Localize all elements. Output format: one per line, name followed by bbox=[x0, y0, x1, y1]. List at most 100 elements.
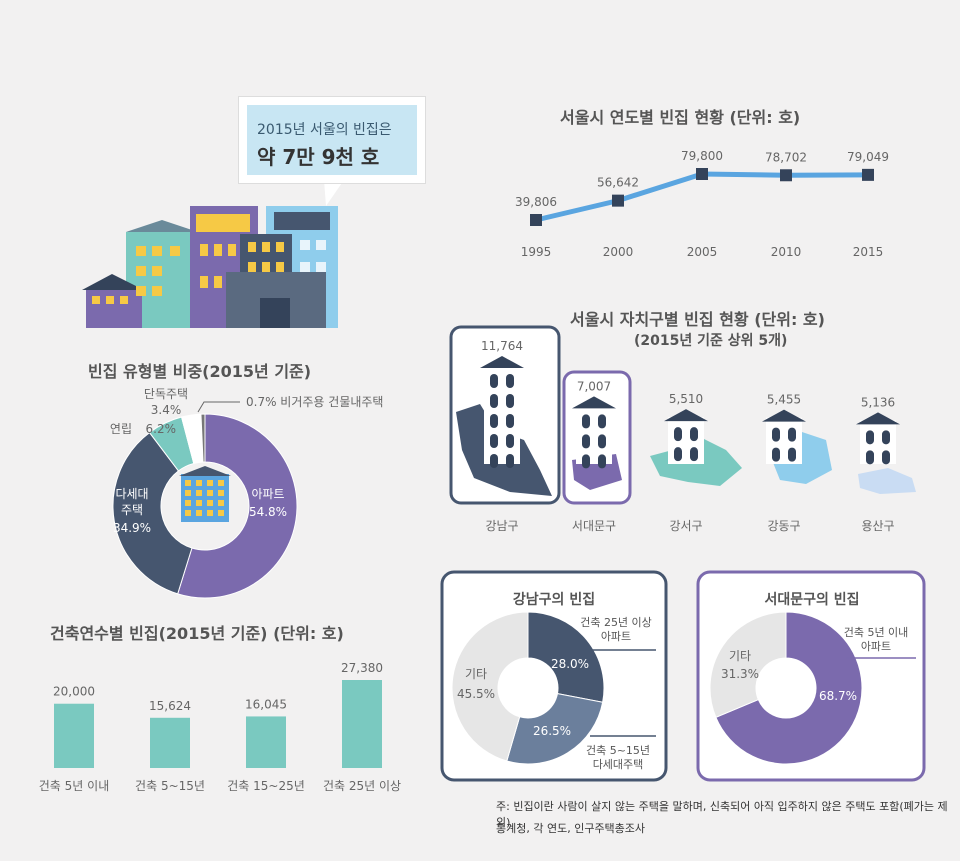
line-x-tick: 2005 bbox=[687, 245, 718, 259]
buildings-illustration bbox=[82, 206, 338, 328]
district-category: 강동구 bbox=[767, 519, 800, 533]
roof-icon bbox=[179, 466, 231, 476]
window-icon bbox=[207, 510, 213, 516]
line-point bbox=[696, 168, 708, 180]
line-value-label: 79,800 bbox=[681, 149, 723, 163]
pie1-label-dasedae2: 주택 bbox=[121, 503, 143, 517]
district-window bbox=[866, 430, 874, 445]
district-category: 서대문구 bbox=[572, 519, 616, 533]
district-window bbox=[882, 430, 890, 445]
district-window bbox=[690, 427, 698, 442]
footnote-note: 주: 빈집이란 사람이 살지 않는 주택을 말하며, 신축되어 아직 입주하지 … bbox=[496, 800, 948, 829]
district-window bbox=[690, 447, 698, 462]
district-subtitle: (2015년 기준 상위 5개) bbox=[634, 333, 788, 349]
age-bar-title: 건축연수별 빈집(2015년 기준) (단위: 호) bbox=[50, 624, 344, 643]
district-window bbox=[582, 454, 590, 469]
gangnam-label-dsd2: 다세대주택 bbox=[593, 758, 644, 771]
district-category: 강남구 bbox=[485, 519, 518, 533]
age-bar bbox=[246, 716, 286, 768]
district-window bbox=[582, 414, 590, 429]
seodaemun-pie-title: 서대문구의 빈집 bbox=[764, 591, 859, 608]
district-window bbox=[490, 394, 498, 408]
district-value: 5,455 bbox=[767, 393, 801, 407]
gangnam-pct-etc: 45.5% bbox=[457, 687, 495, 701]
line-value-label: 78,702 bbox=[765, 150, 807, 164]
window-icon bbox=[207, 480, 213, 486]
gangnam-pct-apt: 28.0% bbox=[551, 657, 589, 671]
pie1-pct-yeonrip: 6.2% bbox=[146, 422, 177, 436]
pie-slice bbox=[112, 431, 193, 595]
pie1-pct-apt: 54.8% bbox=[249, 505, 287, 519]
district-window bbox=[674, 427, 682, 442]
window-icon bbox=[218, 480, 224, 486]
district-tower-roof bbox=[480, 356, 524, 368]
gangnam-label-apt: 건축 25년 이상 bbox=[580, 616, 652, 629]
type-pie-title: 빈집 유형별 비중(2015년 기준) bbox=[88, 362, 312, 381]
district-category: 용산구 bbox=[861, 519, 894, 533]
window-icon bbox=[218, 510, 224, 516]
district-map-shape bbox=[858, 468, 916, 494]
line-point bbox=[862, 168, 874, 181]
gangnam-label-etc: 기타 bbox=[465, 667, 487, 681]
district-tower-roof bbox=[572, 396, 616, 409]
district-window bbox=[490, 374, 498, 388]
callout-line1: 2015년 서울의 빈집은 bbox=[257, 122, 392, 138]
district-window bbox=[506, 434, 514, 448]
gangnam-pie-title: 강남구의 빈집 bbox=[513, 591, 595, 608]
district-window bbox=[772, 427, 780, 442]
district-window bbox=[598, 434, 606, 449]
line-chart: 39,806 1995 56,642 2000 79,800 2005 78,702 2010… bbox=[515, 149, 889, 259]
district-window bbox=[788, 427, 796, 442]
gangnam-label-dsd: 건축 5~15년 bbox=[586, 744, 650, 757]
pie1-label-dasedae: 다세대 bbox=[115, 487, 148, 501]
district-value: 7,007 bbox=[577, 379, 611, 393]
district-tower bbox=[484, 364, 520, 464]
line-value-label: 39,806 bbox=[515, 195, 557, 209]
line-series bbox=[535, 171, 869, 223]
age-bar-value: 20,000 bbox=[53, 685, 95, 699]
district-window bbox=[490, 454, 498, 468]
pie-slice bbox=[709, 611, 787, 718]
seodaemun-pct-etc: 31.3% bbox=[721, 667, 759, 681]
district-window bbox=[506, 454, 514, 468]
pie1-label-dandok: 단독주택 bbox=[144, 387, 188, 401]
pie-slice bbox=[177, 413, 298, 599]
pie1-label-nonres: 0.7% 비거주용 건물내주택 bbox=[246, 395, 383, 409]
window-icon bbox=[196, 490, 202, 496]
seodaemun-pct-apt: 68.7% bbox=[819, 689, 857, 703]
pie-slice bbox=[527, 611, 605, 703]
callout-line2: 약 7만 9천 호 bbox=[257, 145, 380, 169]
window-icon bbox=[185, 500, 191, 506]
gangnam-pct-dsd: 26.5% bbox=[533, 724, 571, 738]
line-x-tick: 2010 bbox=[771, 245, 802, 259]
district-window bbox=[506, 374, 514, 388]
line-point bbox=[612, 194, 624, 207]
district-window bbox=[490, 434, 498, 448]
window-icon bbox=[185, 510, 191, 516]
district-value: 5,136 bbox=[861, 395, 895, 409]
pie-slice bbox=[200, 413, 206, 463]
district-window bbox=[772, 447, 780, 462]
district-category: 강서구 bbox=[669, 519, 702, 533]
line-point bbox=[780, 169, 792, 182]
pie1-pct-dasedae: 34.9% bbox=[113, 521, 151, 535]
district-window bbox=[598, 454, 606, 469]
district-value: 5,510 bbox=[669, 392, 703, 406]
district-window bbox=[866, 450, 874, 465]
summary-callout: 2015년 서울의 빈집은 약 7만 9천 호 bbox=[238, 96, 426, 184]
district-tower-roof bbox=[664, 409, 708, 422]
seodaemun-label-apt2: 아파트 bbox=[861, 640, 891, 653]
age-bar bbox=[150, 717, 190, 768]
district-tower-roof bbox=[856, 412, 900, 425]
age-bar-value: 16,045 bbox=[245, 697, 287, 711]
district-window bbox=[882, 450, 890, 465]
window-icon bbox=[185, 480, 191, 486]
age-bar bbox=[342, 680, 382, 768]
district-value: 11,764 bbox=[481, 339, 523, 353]
district-title: 서울시 자치구별 빈집 현황 (단위: 호) bbox=[570, 310, 825, 329]
window-icon bbox=[196, 510, 202, 516]
pie1-label-apt: 아파트 bbox=[251, 487, 284, 501]
window-icon bbox=[207, 490, 213, 496]
gangnam-label-apt2: 아파트 bbox=[601, 630, 631, 643]
